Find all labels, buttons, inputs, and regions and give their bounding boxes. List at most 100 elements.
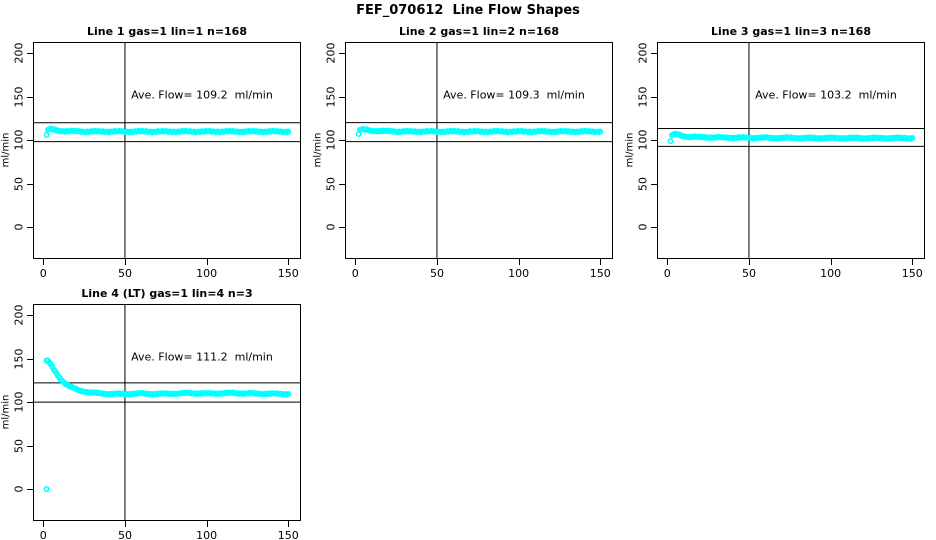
plot-title: Line 1 gas=1 lin=1 n=168 xyxy=(86,25,247,38)
x-tick-mark xyxy=(748,259,750,265)
y-tick-label: 150 xyxy=(12,86,26,108)
y-tick-label: 50 xyxy=(12,176,26,191)
plot-title: Line 2 gas=1 lin=2 n=168 xyxy=(398,25,559,38)
y-tick-label: 0 xyxy=(636,223,650,231)
y-tick-mark xyxy=(27,445,33,447)
y-tick-mark xyxy=(27,53,33,55)
y-tick-label: 100 xyxy=(636,129,650,151)
y-tick-mark xyxy=(27,358,33,360)
x-tick-mark xyxy=(436,259,438,265)
x-tick-mark xyxy=(600,259,602,265)
x-tick-mark xyxy=(43,521,45,527)
x-tick-mark xyxy=(124,259,126,265)
y-axis-label: ml/min xyxy=(624,132,636,168)
flow-data-point xyxy=(667,138,674,145)
y-tick-mark xyxy=(651,227,657,228)
y-tick-mark xyxy=(27,402,33,404)
x-tick-mark xyxy=(206,259,208,265)
x-tick-mark xyxy=(124,521,126,527)
x-tick-label: 150 xyxy=(277,267,299,280)
y-tick-mark xyxy=(651,53,657,55)
plot-box: Ave. Flow= 111.2 ml/min xyxy=(33,304,301,521)
x-tick-mark xyxy=(288,521,290,527)
y-tick-mark xyxy=(339,227,345,228)
y-tick-mark xyxy=(27,489,33,490)
plot-canvas xyxy=(346,43,612,258)
x-tick-mark xyxy=(830,259,832,265)
y-tick-mark xyxy=(27,315,33,317)
y-axis-label: ml/min xyxy=(312,132,324,168)
y-tick-label: 100 xyxy=(12,129,26,151)
x-tick-mark xyxy=(206,521,208,527)
y-tick-label: 150 xyxy=(12,348,26,370)
x-tick-label: 50 xyxy=(117,267,132,280)
plot-box: Ave. Flow= 103.2 ml/min xyxy=(657,42,925,259)
y-tick-label: 150 xyxy=(636,86,650,108)
x-tick-mark xyxy=(667,259,669,265)
y-tick-mark xyxy=(339,183,345,185)
x-tick-label: 0 xyxy=(663,267,671,280)
x-tick-label: 100 xyxy=(196,529,218,540)
x-tick-label: 0 xyxy=(351,267,359,280)
y-tick-label: 200 xyxy=(12,304,26,326)
x-tick-mark xyxy=(355,259,357,265)
plot-title: Line 3 gas=1 lin=3 n=168 xyxy=(710,25,871,38)
y-tick-label: 200 xyxy=(324,42,338,64)
plot-title: Line 4 (LT) gas=1 lin=4 n=3 xyxy=(81,287,253,300)
plot-box: Ave. Flow= 109.3 ml/min xyxy=(345,42,613,259)
y-tick-label: 0 xyxy=(12,485,26,493)
x-tick-label: 0 xyxy=(39,529,47,540)
y-axis-label: ml/min xyxy=(0,132,12,168)
y-tick-mark xyxy=(27,96,33,98)
ave-flow-annotation: Ave. Flow= 109.3 ml/min xyxy=(443,88,585,102)
plot-canvas xyxy=(658,43,924,258)
y-tick-mark xyxy=(339,96,345,98)
y-tick-label: 50 xyxy=(324,176,338,191)
y-tick-mark xyxy=(651,183,657,185)
x-tick-label: 0 xyxy=(39,267,47,280)
y-tick-label: 0 xyxy=(324,223,338,231)
y-tick-mark xyxy=(27,140,33,142)
x-tick-label: 50 xyxy=(429,267,444,280)
x-tick-mark xyxy=(43,259,45,265)
x-tick-mark xyxy=(288,259,290,265)
flow-data-point xyxy=(597,128,604,135)
y-tick-mark xyxy=(27,227,33,228)
y-tick-label: 200 xyxy=(636,42,650,64)
figure-title: FEF_070612 Line Flow Shapes xyxy=(356,3,580,18)
x-tick-label: 100 xyxy=(820,267,842,280)
x-tick-label: 50 xyxy=(117,529,132,540)
flow-data-point xyxy=(43,132,50,138)
x-tick-label: 50 xyxy=(741,267,756,280)
y-tick-mark xyxy=(651,140,657,142)
x-tick-label: 150 xyxy=(901,267,923,280)
x-tick-mark xyxy=(912,259,914,265)
x-tick-label: 100 xyxy=(508,267,530,280)
y-tick-mark xyxy=(339,140,345,142)
y-axis-label: ml/min xyxy=(0,394,12,430)
y-tick-label: 100 xyxy=(12,391,26,413)
y-tick-label: 200 xyxy=(12,42,26,64)
y-tick-label: 0 xyxy=(12,223,26,231)
x-tick-label: 150 xyxy=(589,267,611,280)
flow-data-point xyxy=(909,135,916,141)
flow-data-point xyxy=(43,486,50,492)
y-tick-mark xyxy=(27,183,33,185)
plot-canvas xyxy=(34,305,300,520)
x-tick-label: 100 xyxy=(196,267,218,280)
x-tick-label: 150 xyxy=(277,529,299,540)
y-tick-label: 50 xyxy=(12,438,26,453)
y-tick-mark xyxy=(651,96,657,98)
plot-canvas xyxy=(34,43,300,258)
y-tick-label: 150 xyxy=(324,86,338,108)
ave-flow-annotation: Ave. Flow= 103.2 ml/min xyxy=(755,88,897,102)
ave-flow-annotation: Ave. Flow= 111.2 ml/min xyxy=(131,350,273,364)
ave-flow-annotation: Ave. Flow= 109.2 ml/min xyxy=(131,88,273,102)
y-tick-label: 50 xyxy=(636,176,650,191)
flow-data-point xyxy=(285,128,292,135)
y-tick-label: 100 xyxy=(324,129,338,151)
plot-box: Ave. Flow= 109.2 ml/min xyxy=(33,42,301,259)
x-tick-mark xyxy=(518,259,520,265)
flow-data-point xyxy=(285,390,292,397)
